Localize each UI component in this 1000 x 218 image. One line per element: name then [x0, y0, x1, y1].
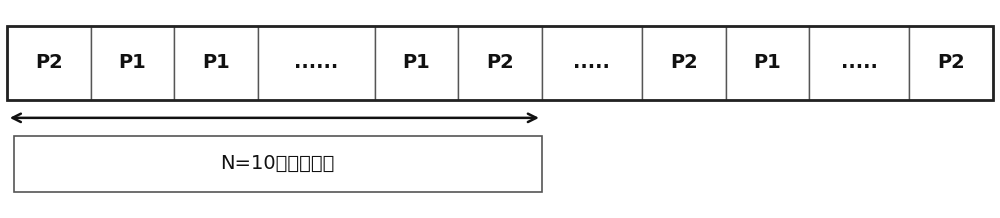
Bar — [726, 26, 809, 100]
Bar — [258, 26, 375, 100]
Text: P1: P1 — [754, 53, 781, 72]
Bar — [909, 26, 993, 100]
Bar — [375, 26, 458, 100]
Bar — [542, 26, 642, 100]
Bar — [174, 26, 258, 100]
Text: P2: P2 — [35, 53, 63, 72]
Text: P2: P2 — [670, 53, 698, 72]
Text: P1: P1 — [118, 53, 146, 72]
Text: P2: P2 — [937, 53, 965, 72]
Bar — [7, 26, 993, 100]
Bar — [458, 26, 542, 100]
Bar — [91, 26, 174, 100]
Text: .....: ..... — [841, 53, 878, 72]
Text: P2: P2 — [486, 53, 514, 72]
Bar — [642, 26, 726, 100]
Text: ......: ...... — [294, 53, 338, 72]
Text: P1: P1 — [403, 53, 430, 72]
Bar — [809, 26, 909, 100]
Text: N=10个符号间隔: N=10个符号间隔 — [221, 154, 335, 173]
Text: P1: P1 — [202, 53, 230, 72]
Bar — [7, 26, 91, 100]
Bar — [14, 136, 542, 192]
Text: .....: ..... — [573, 53, 610, 72]
